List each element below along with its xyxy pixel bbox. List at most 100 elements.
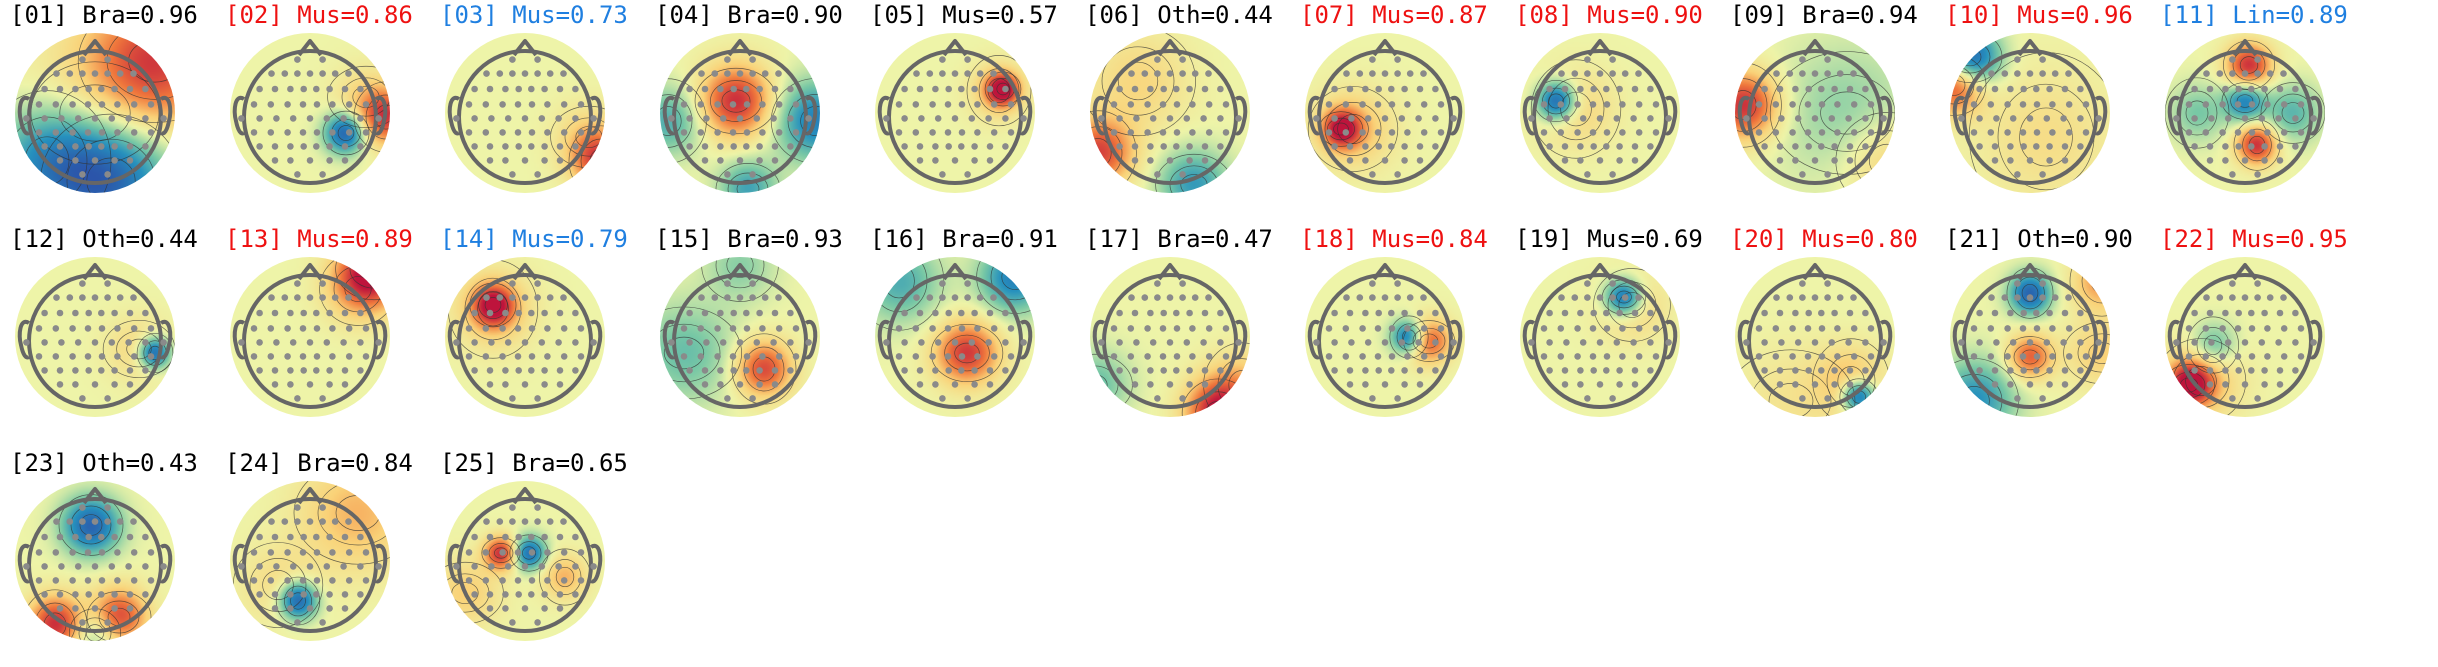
electrode-dot [1420, 101, 1428, 108]
electrode-dot [1596, 339, 1604, 346]
component-title: [11] Lin=0.89 [2160, 2, 2348, 28]
electrode-dot [1818, 325, 1826, 332]
component-tile: [12] Oth=0.44 [10, 224, 225, 444]
electrode-dot [2310, 339, 2317, 346]
electrode-dot [319, 504, 326, 511]
component-label: Mus=0.57 [942, 1, 1058, 29]
electrode-dot [1147, 367, 1154, 374]
electrode-dot [2248, 85, 2255, 93]
electrode-dot [271, 367, 279, 374]
electrode-dot [932, 367, 939, 374]
electrode-dot [945, 143, 952, 150]
electrode-dot [2280, 129, 2288, 136]
electrode-dot [329, 101, 336, 108]
electrode-dot [918, 115, 925, 122]
electrode-dot [56, 157, 64, 164]
scalp-topography-map [230, 33, 390, 193]
electrode-dot [753, 115, 761, 122]
electrode-dot [56, 309, 64, 317]
component-title: [15] Bra=0.93 [655, 226, 843, 252]
electrode-dot [98, 591, 105, 598]
electrode-dot [2051, 294, 2059, 301]
electrode-dot [1621, 70, 1629, 77]
electrode-dot [1631, 85, 1639, 93]
component-tile: [18] Mus=0.84 [1300, 224, 1515, 444]
electrode-dot [2266, 70, 2274, 77]
electrode-dot [2007, 85, 2014, 93]
electrode-dot [724, 395, 731, 402]
electrode-dot [267, 129, 275, 136]
electrode-dot [756, 309, 763, 317]
electrode-dot [85, 143, 92, 150]
electrode-dot [499, 577, 506, 584]
electrode-dot [2039, 70, 2046, 77]
electrode-dot [313, 143, 320, 150]
electrode-dot [1603, 367, 1610, 374]
electrode-dot [56, 591, 64, 598]
electrode-dot [729, 353, 737, 360]
electrode-dot [2254, 56, 2261, 63]
electrode-dot [1546, 309, 1553, 317]
electrode-dot [271, 85, 279, 93]
electrode-dot [1131, 85, 1139, 93]
electrode-dot [971, 85, 978, 93]
electrode-dot [2297, 325, 2305, 332]
topography-field [1950, 257, 2110, 417]
electrode-dot [41, 591, 48, 598]
electrode-dot [555, 563, 562, 570]
electrode-dot [1635, 129, 1643, 136]
electrode-dot [521, 294, 529, 301]
electrode-dot [1331, 339, 1338, 346]
electrode-dot [701, 381, 709, 388]
electrode-dot [1776, 367, 1784, 374]
electrode-dot [534, 70, 541, 77]
electrode-dot [72, 605, 79, 612]
electrode-dot [711, 70, 719, 77]
electrode-dot [1540, 129, 1548, 136]
electrode-dot [958, 367, 965, 374]
component-tile: [08] Mus=0.90 [1515, 0, 1730, 220]
electrode-dot [1867, 129, 1875, 136]
electrode-dot [1616, 367, 1623, 374]
electrode-dot [313, 325, 321, 332]
electrode-dot [1388, 325, 1396, 332]
component-title: [04] Bra=0.90 [655, 2, 843, 28]
electrode-dot [929, 129, 936, 136]
electrode-dot [2258, 339, 2266, 346]
electrode-dot [717, 381, 724, 388]
electrode-dot [932, 143, 939, 150]
component-label: Mus=0.73 [512, 1, 628, 29]
electrode-dot [1325, 129, 1333, 136]
component-title: [09] Bra=0.94 [1730, 2, 1918, 28]
electrode-dot [1131, 367, 1139, 374]
component-title: [10] Mus=0.96 [1945, 2, 2133, 28]
electrode-dot [238, 339, 245, 346]
electrode-dot [944, 325, 952, 332]
electrode-dot [465, 353, 473, 360]
electrode-dot [1116, 339, 1123, 346]
electrode-dot [1862, 309, 1869, 317]
electrode-dot [1561, 143, 1569, 150]
electrode-dot [1619, 101, 1626, 108]
electrode-dot [1235, 339, 1242, 346]
electrode-dot [964, 70, 971, 77]
electrode-dot [2033, 309, 2040, 317]
electrode-dot [990, 101, 998, 108]
electrode-dot [1362, 143, 1369, 150]
electrode-dot [72, 591, 79, 598]
electrode-dot [2297, 101, 2305, 108]
electrode-dot [1609, 280, 1616, 287]
electrode-dot [2043, 339, 2051, 346]
component-title: [13] Mus=0.89 [225, 226, 413, 252]
electrode-dot [72, 381, 79, 388]
electrode-dot [1432, 367, 1439, 374]
electrode-dot [756, 85, 763, 93]
electrode-dot [1647, 309, 1654, 317]
electrode-dot [514, 549, 522, 556]
electrode-dot [544, 549, 551, 556]
electrode-dot [329, 325, 336, 332]
electrode-dot [2292, 143, 2299, 150]
electrode-dot [528, 85, 535, 93]
electrode-dot [2060, 115, 2067, 122]
electrode-dot [271, 143, 279, 150]
